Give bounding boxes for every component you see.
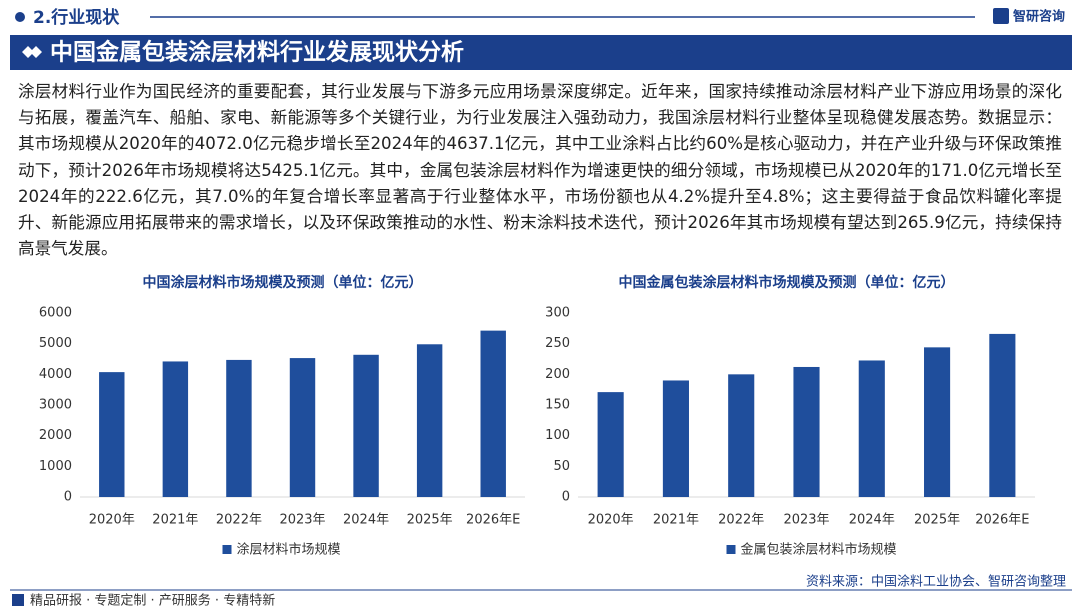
- section-label: 2.行业现状: [33, 7, 120, 28]
- bar: [162, 361, 189, 497]
- x-tick-label: 2025年: [914, 513, 960, 528]
- x-tick-label: 2020年: [588, 513, 634, 528]
- bar: [793, 366, 820, 497]
- y-tick-label: 200: [545, 367, 570, 382]
- x-tick-label: 2022年: [216, 513, 262, 528]
- footer-slogan: 精品研报 · 专题定制 · 产研服务 · 专精特新: [30, 593, 275, 609]
- y-tick-label: 4000: [39, 367, 72, 382]
- bullet: [15, 12, 25, 22]
- logo-icon: [993, 8, 1009, 24]
- bar: [99, 372, 125, 497]
- x-tick-label: 2021年: [152, 513, 198, 528]
- bar: [662, 380, 689, 497]
- y-tick-label: 0: [562, 490, 570, 505]
- legend-swatch: [726, 545, 736, 554]
- y-tick-label: 300: [545, 306, 570, 321]
- x-tick-label: 2025年: [407, 513, 453, 528]
- bar: [858, 360, 885, 497]
- bar: [989, 333, 1016, 497]
- y-tick-label: 0: [64, 490, 72, 505]
- logo: 智研咨询: [1013, 9, 1065, 25]
- x-tick-label: 2021年: [653, 513, 699, 528]
- source-note: 资料来源：中国涂料工业协会、智研咨询整理: [806, 574, 1066, 590]
- x-tick-label: 2023年: [279, 513, 325, 528]
- bar: [416, 344, 443, 497]
- x-tick-label: 2024年: [849, 513, 895, 528]
- legend-label: 金属包装涂层材料市场规模: [741, 542, 897, 558]
- bar: [728, 374, 755, 497]
- y-tick-label: 5000: [39, 336, 72, 351]
- bar: [597, 392, 624, 497]
- bar: [353, 354, 379, 497]
- bar: [480, 330, 506, 497]
- y-tick-label: 150: [545, 398, 570, 413]
- chart-title: 中国金属包装涂层材料市场规模及预测（单位：亿元）: [619, 274, 955, 291]
- y-tick-label: 50: [553, 459, 570, 474]
- x-tick-label: 2026年E: [975, 513, 1029, 528]
- body-text: 涂层材料行业作为国民经济的重要配套，其行业发展与下游多元应用场景深度绑定。近年来…: [18, 82, 1062, 259]
- title-banner: [10, 35, 1072, 70]
- y-tick-label: 6000: [39, 306, 72, 321]
- y-tick-label: 2000: [39, 428, 72, 443]
- x-tick-label: 2024年: [343, 513, 389, 528]
- x-tick-label: 2022年: [718, 513, 764, 528]
- bar: [226, 359, 252, 497]
- title-diamonds: [22, 46, 42, 58]
- bar: [924, 347, 951, 497]
- bar: [289, 358, 316, 497]
- legend-label: 涂层材料市场规模: [237, 542, 341, 558]
- chart-title: 中国涂层材料市场规模及预测（单位：亿元）: [143, 274, 423, 291]
- y-tick-label: 1000: [39, 459, 72, 474]
- y-tick-label: 250: [545, 336, 570, 351]
- page-title: 中国金属包装涂层材料行业发展现状分析: [50, 39, 464, 66]
- footer-icon: [12, 594, 24, 606]
- legend-swatch: [222, 545, 232, 554]
- y-tick-label: 3000: [39, 398, 72, 413]
- y-tick-label: 100: [545, 428, 570, 443]
- x-tick-label: 2023年: [783, 513, 829, 528]
- x-tick-label: 2020年: [89, 513, 135, 528]
- x-tick-label: 2026年E: [466, 513, 520, 528]
